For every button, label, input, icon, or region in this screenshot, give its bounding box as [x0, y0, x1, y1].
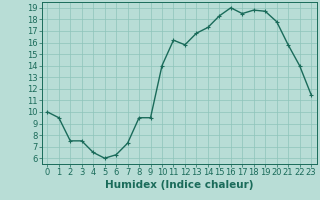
X-axis label: Humidex (Indice chaleur): Humidex (Indice chaleur)	[105, 180, 253, 190]
